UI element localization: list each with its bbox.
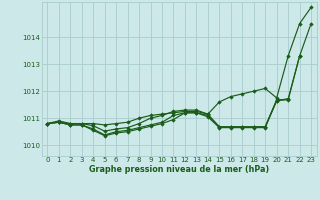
X-axis label: Graphe pression niveau de la mer (hPa): Graphe pression niveau de la mer (hPa) (89, 165, 269, 174)
